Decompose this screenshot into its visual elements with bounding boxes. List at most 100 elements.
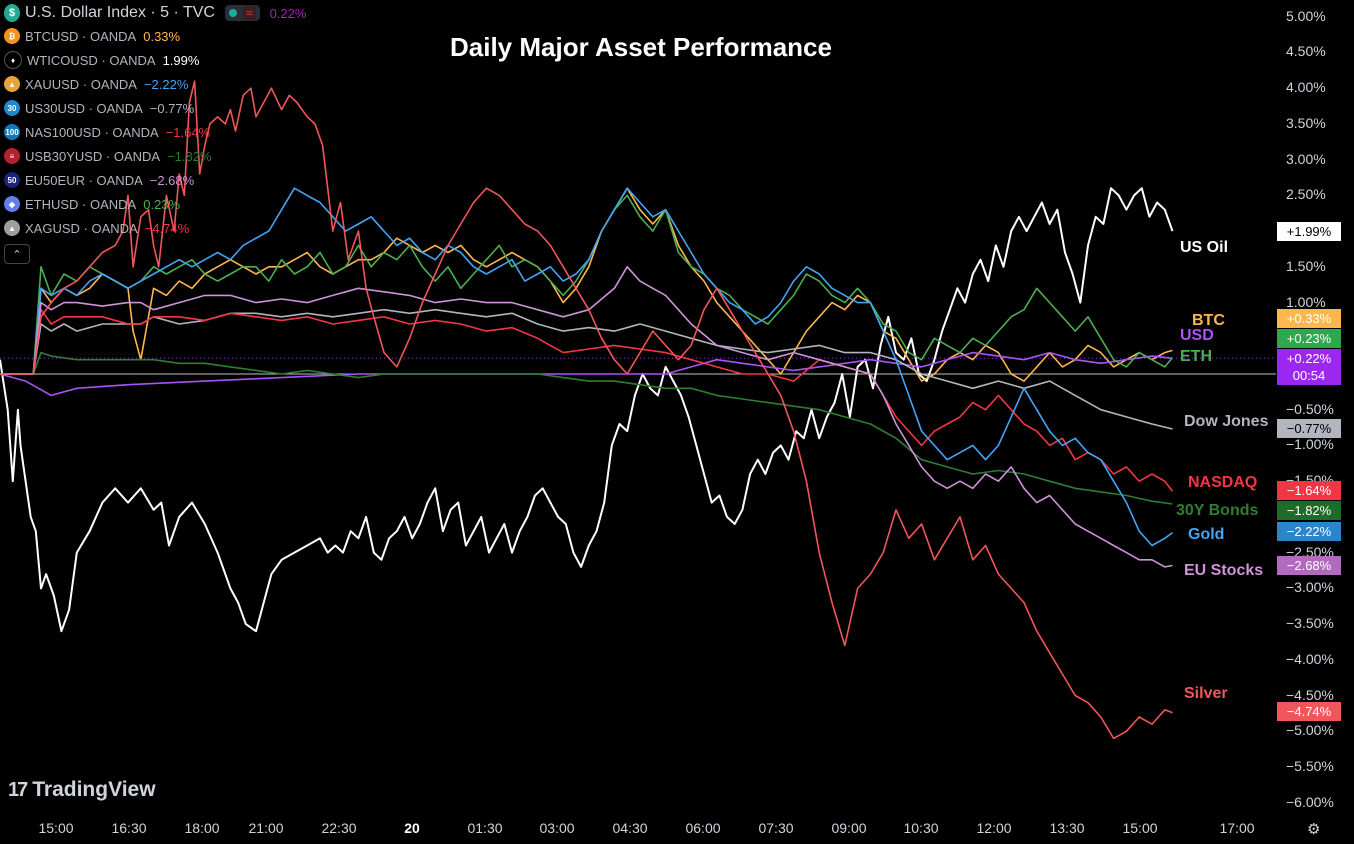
legend: $ U.S. Dollar Index · 5 · TVC ≈ 0.22% ₿ B…: [4, 2, 306, 264]
last-value-badge: −0.77%: [1277, 419, 1341, 438]
symbol-change: −1.82%: [167, 148, 212, 164]
series-label: Gold: [1188, 526, 1225, 543]
series-label: 30Y Bonds: [1176, 502, 1259, 519]
collapse-legend-button[interactable]: ⌃: [4, 244, 30, 264]
series-label: USD: [1180, 327, 1214, 344]
series-label: US Oil: [1180, 239, 1229, 256]
x-tick-label: 18:00: [184, 820, 220, 836]
symbol-change: −1.64%: [165, 124, 211, 140]
tradingview-logo-icon: 17: [8, 778, 28, 801]
x-tick-label: 01:30: [467, 820, 503, 836]
series-label: BTC: [1192, 312, 1225, 329]
x-tick-label: 20: [404, 820, 420, 836]
legend-row[interactable]: ≡ USB30YUSD · OANDA −1.82%: [4, 144, 306, 168]
x-tick-label: 16:30: [111, 820, 147, 836]
x-tick-label: 21:00: [248, 820, 284, 836]
symbol-logo-icon: ₿: [4, 28, 20, 44]
countdown-badge: 00:54: [1277, 366, 1341, 385]
y-tick-label: 4.00%: [1286, 79, 1326, 96]
y-tick-label: 5.00%: [1286, 7, 1326, 24]
last-value-badge: −1.64%: [1277, 481, 1341, 500]
y-tick-label: −5.50%: [1286, 757, 1334, 774]
symbol-change: −4.74%: [144, 220, 190, 236]
series-label: EU Stocks: [1184, 562, 1264, 579]
symbol-name: USB30YUSD · OANDA: [25, 148, 161, 164]
x-tick-label: 15:00: [38, 820, 74, 836]
x-tick-label: 15:00: [1122, 820, 1158, 836]
symbol-name: US30USD · OANDA: [25, 100, 143, 116]
x-tick-label: 22:30: [321, 820, 357, 836]
symbol-logo-icon: 30: [4, 100, 20, 116]
legend-row[interactable]: 50 EU50EUR · OANDA −2.68%: [4, 168, 306, 192]
chevron-up-icon: ⌃: [12, 248, 22, 261]
y-tick-label: −2.50%: [1286, 543, 1334, 560]
symbol-logo-icon: ▲: [4, 220, 20, 236]
symbol-logo-icon: 100: [4, 124, 20, 140]
tradingview-logo: 17 TradingView: [8, 778, 156, 802]
legend-row[interactable]: ▲ XAGUSD · OANDA −4.74%: [4, 216, 306, 240]
status-dot-icon: [228, 9, 237, 17]
symbol-name: NAS100USD · OANDA: [25, 124, 159, 140]
y-tick-label: 4.50%: [1286, 43, 1326, 60]
series-line-us-oil: [0, 187, 1174, 633]
symbol-change: −2.68%: [149, 172, 195, 188]
symbol-logo-icon: ♦: [4, 51, 22, 69]
y-tick-label: 1.00%: [1286, 293, 1326, 310]
last-value-badge: −1.82%: [1277, 501, 1341, 520]
x-tick-label: 09:00: [831, 820, 867, 836]
y-tick-label: 3.50%: [1286, 114, 1326, 131]
series-line-dow-jones: [0, 308, 1173, 430]
symbol-change: 1.99%: [162, 52, 200, 68]
symbol-logo-icon: ◆: [4, 196, 20, 212]
series-line-usd: [0, 351, 1173, 397]
symbol-name: ETHUSD · OANDA: [25, 196, 137, 212]
x-tick-label: 06:00: [685, 820, 721, 836]
legend-row[interactable]: ▲ XAUUSD · OANDA −2.22%: [4, 72, 306, 96]
legend-row[interactable]: 100 NAS100USD · OANDA −1.64%: [4, 120, 306, 144]
legend-row[interactable]: 30 US30USD · OANDA −0.77%: [4, 96, 306, 120]
chart-title: Daily Major Asset Performance: [450, 32, 832, 62]
y-tick-label: 3.00%: [1286, 150, 1326, 167]
y-tick-label: −3.00%: [1286, 579, 1334, 596]
x-tick-label: 13:30: [1049, 820, 1085, 836]
symbol-name: XAGUSD · OANDA: [25, 220, 138, 236]
symbol-logo-icon: ▲: [4, 76, 20, 92]
y-tick-label: −5.00%: [1286, 722, 1334, 739]
last-value-badge: +0.23%: [1277, 329, 1341, 348]
market-status[interactable]: ≈: [224, 5, 260, 21]
last-value-badge: −2.22%: [1277, 522, 1341, 541]
y-tick-label: −3.50%: [1286, 615, 1334, 632]
symbol-change: 0.33%: [143, 28, 181, 44]
watermark-text: TradingView: [32, 778, 156, 801]
y-tick-label: −1.00%: [1286, 436, 1334, 453]
legend-row[interactable]: ₿ BTCUSD · OANDA 0.33%: [4, 24, 306, 48]
legend-main-row[interactable]: $ U.S. Dollar Index · 5 · TVC ≈ 0.22%: [4, 2, 306, 24]
settings-gear-icon[interactable]: ⚙: [1307, 821, 1321, 838]
last-value-badge: +1.99%: [1277, 222, 1341, 241]
dollar-icon: $: [4, 4, 20, 22]
main-symbol-name: U.S. Dollar Index · 5 · TVC: [25, 4, 215, 21]
last-value-badge: +0.33%: [1277, 309, 1341, 328]
series-label: Dow Jones: [1184, 413, 1269, 430]
symbol-change: −0.77%: [149, 100, 195, 116]
last-value-badge: −4.74%: [1277, 702, 1341, 721]
main-change: 0.22%: [269, 5, 307, 21]
symbol-name: EU50EUR · OANDA: [25, 172, 143, 188]
symbol-change: 0.23%: [143, 196, 181, 212]
series-line-nasdaq: [0, 308, 1174, 492]
series-label: NASDAQ: [1188, 474, 1258, 491]
y-tick-label: 1.50%: [1286, 257, 1326, 274]
y-tick-label: −0.50%: [1286, 400, 1334, 417]
legend-rows: ₿ BTCUSD · OANDA 0.33% ♦ WTICOUSD · OANDA 1.9…: [4, 24, 306, 240]
symbol-name: WTICOUSD · OANDA: [27, 52, 156, 68]
series-line-eu-stocks: [0, 265, 1173, 568]
legend-row[interactable]: ♦ WTICOUSD · OANDA 1.99%: [4, 48, 306, 72]
symbol-name: BTCUSD · OANDA: [25, 28, 137, 44]
y-tick-label: 2.50%: [1286, 186, 1326, 203]
x-tick-label: 12:00: [976, 820, 1012, 836]
legend-row[interactable]: ◆ ETHUSD · OANDA 0.23%: [4, 192, 306, 216]
series-line-gold: [0, 187, 1173, 547]
x-tick-label: 10:30: [903, 820, 939, 836]
y-tick-label: −6.00%: [1286, 793, 1334, 810]
series-line-30y-bonds: [0, 351, 1173, 505]
